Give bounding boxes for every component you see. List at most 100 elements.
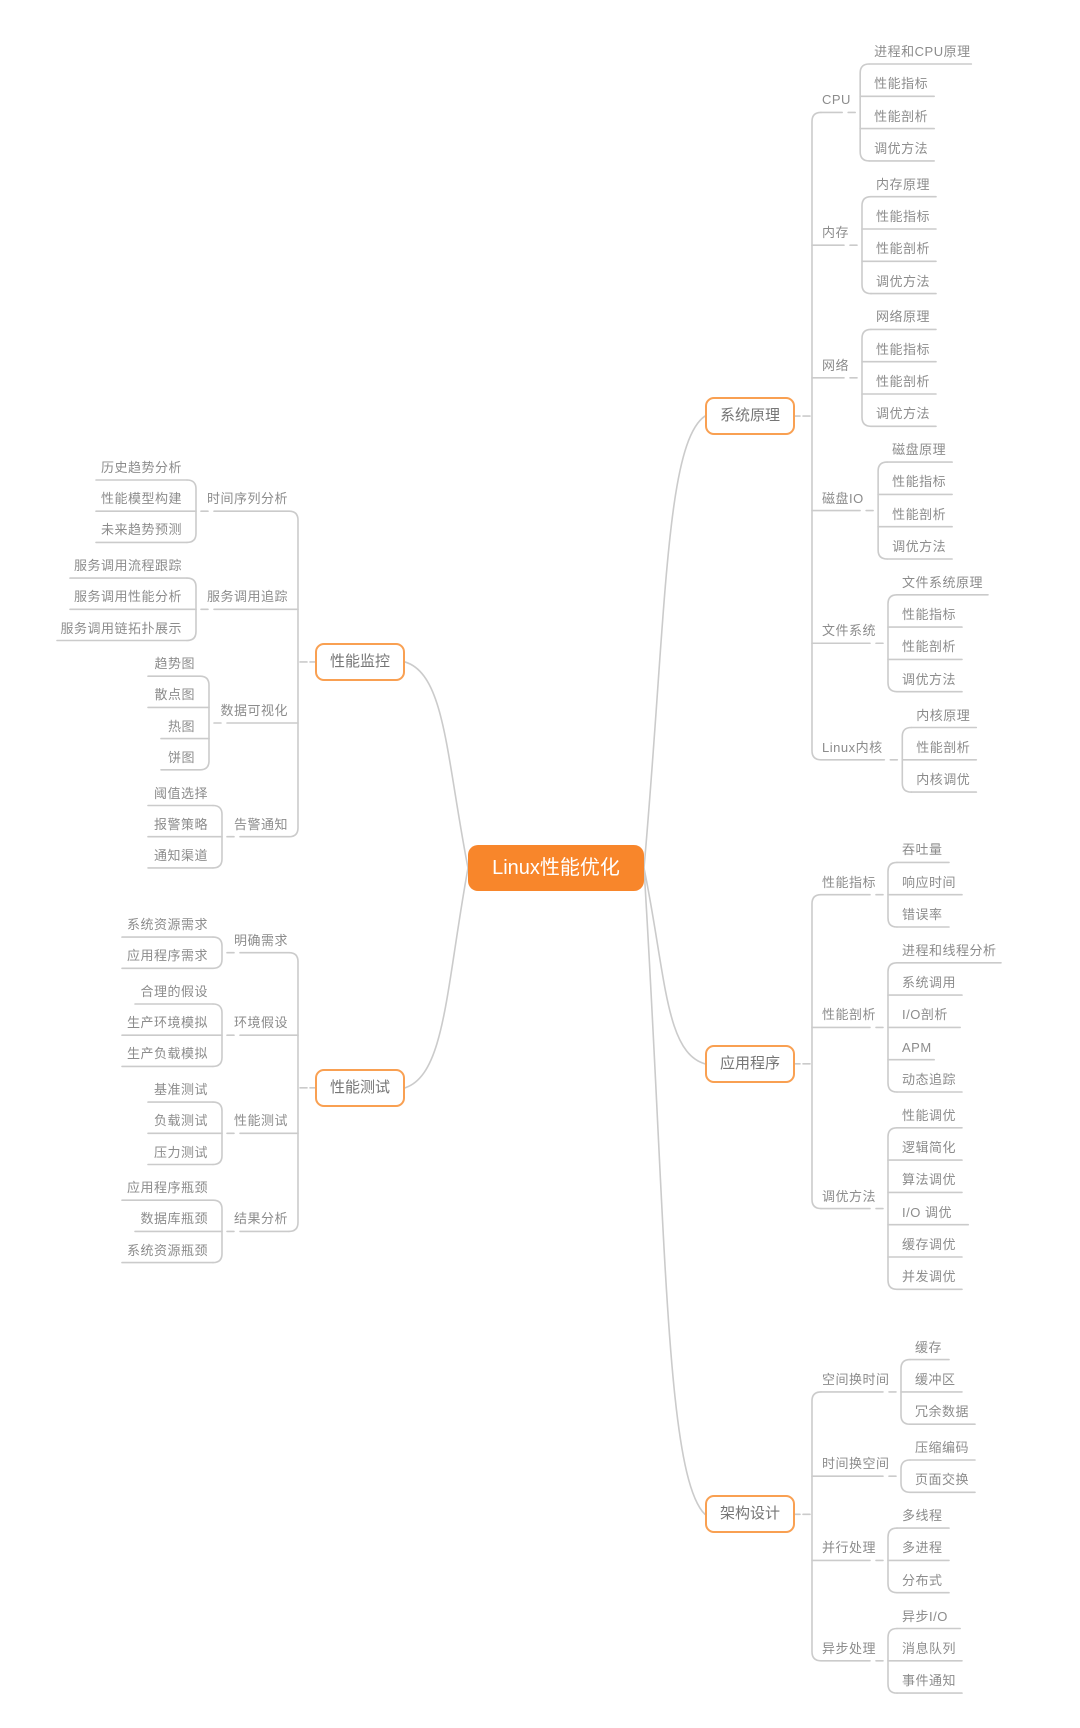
sub-topic[interactable]: 时间换空间 <box>822 1456 890 1472</box>
leaf-topic[interactable]: I/O剖析 <box>902 1007 948 1023</box>
leaf-topic[interactable]: 缓冲区 <box>915 1371 956 1387</box>
leaf-topic[interactable]: 冗余数据 <box>915 1404 970 1420</box>
leaf-topic[interactable]: 饼图 <box>167 749 195 765</box>
leaf-topic[interactable]: 应用程序瓶颈 <box>126 1180 208 1196</box>
leaf-topic[interactable]: 阈值选择 <box>153 785 208 801</box>
sub-topic[interactable]: 磁盘IO <box>822 490 864 506</box>
leaf-topic[interactable]: 热图 <box>167 718 195 734</box>
leaf-topic[interactable]: 合理的假设 <box>140 984 208 999</box>
leaf-topic[interactable]: 服务调用链拓扑展示 <box>60 620 182 636</box>
leaf-topic[interactable]: 多进程 <box>902 1540 943 1556</box>
leaf-topic[interactable]: 性能指标 <box>902 607 957 623</box>
leaf-topic[interactable]: 性能指标 <box>876 209 931 224</box>
sub-topic[interactable]: 服务调用追踪 <box>206 589 288 605</box>
leaf-topic[interactable]: 报警策略 <box>153 816 208 832</box>
leaf-topic[interactable]: 性能指标 <box>876 341 931 357</box>
leaf-topic[interactable]: 压缩编码 <box>915 1440 970 1455</box>
leaf-topic[interactable]: 趋势图 <box>154 656 195 672</box>
leaf-topic[interactable]: 事件通知 <box>902 1673 957 1689</box>
leaf-topic[interactable]: 性能指标 <box>892 474 947 490</box>
leaf-topic[interactable]: 调优方法 <box>876 273 931 289</box>
sub-topic[interactable]: 数据可视化 <box>220 703 288 718</box>
leaf-topic[interactable]: 系统调用 <box>902 975 957 991</box>
central-topic[interactable]: Linux性能优化 <box>468 845 644 891</box>
leaf-topic[interactable]: 调优方法 <box>876 406 931 422</box>
leaf-topic[interactable]: 调优方法 <box>892 539 947 554</box>
leaf-topic[interactable]: 内核原理 <box>916 707 971 723</box>
leaf-topic[interactable]: 进程和线程分析 <box>902 942 997 958</box>
main-topic[interactable]: 性能监控 <box>315 642 405 681</box>
leaf-topic[interactable]: 性能剖析 <box>902 639 957 655</box>
sub-topic[interactable]: 文件系统 <box>822 623 877 639</box>
leaf-topic[interactable]: 错误率 <box>902 907 943 922</box>
sub-topic[interactable]: CPU <box>822 92 851 108</box>
leaf-topic[interactable]: 未来趋势预测 <box>100 522 182 538</box>
leaf-topic[interactable]: 吞吐量 <box>902 842 943 858</box>
leaf-topic[interactable]: 性能剖析 <box>892 506 947 522</box>
leaf-topic[interactable]: 算法调优 <box>902 1172 957 1188</box>
sub-topic[interactable]: 异步处理 <box>822 1640 877 1656</box>
leaf-topic[interactable]: 网络原理 <box>876 309 931 325</box>
sub-topic[interactable]: 调优方法 <box>822 1188 877 1204</box>
leaf-topic[interactable]: 应用程序需求 <box>126 948 208 964</box>
leaf-topic[interactable]: I/O 调优 <box>902 1204 952 1220</box>
leaf-topic[interactable]: 缓存 <box>915 1339 943 1355</box>
leaf-topic[interactable]: 内核调优 <box>916 772 971 788</box>
leaf-topic[interactable]: 数据库瓶颈 <box>140 1211 208 1227</box>
main-topic[interactable]: 性能测试 <box>315 1068 405 1107</box>
leaf-topic[interactable]: 性能剖析 <box>916 739 971 755</box>
leaf-topic[interactable]: 生产负载模拟 <box>126 1046 208 1062</box>
leaf-topic[interactable]: 缓存调优 <box>902 1237 957 1252</box>
leaf-topic[interactable]: 内存原理 <box>876 176 931 192</box>
leaf-topic[interactable]: 生产环境模拟 <box>126 1015 208 1031</box>
leaf-topic[interactable]: 磁盘原理 <box>892 442 947 458</box>
leaf-topic[interactable]: 负载测试 <box>153 1113 208 1129</box>
sub-topic[interactable]: 并行处理 <box>822 1540 877 1556</box>
leaf-topic[interactable]: 性能剖析 <box>876 241 931 257</box>
leaf-topic[interactable]: 逻辑简化 <box>902 1140 957 1156</box>
sub-topic[interactable]: 性能指标 <box>822 874 877 890</box>
leaf-topic[interactable]: 响应时间 <box>902 874 957 890</box>
sub-topic[interactable]: 性能剖析 <box>822 1007 877 1023</box>
sub-topic[interactable]: Linux内核 <box>822 739 883 755</box>
sub-topic[interactable]: 空间换时间 <box>822 1371 890 1387</box>
leaf-topic[interactable]: 系统资源需求 <box>126 917 208 933</box>
leaf-topic[interactable]: 调优方法 <box>902 671 957 687</box>
leaf-topic[interactable]: 服务调用性能分析 <box>73 589 182 605</box>
leaf-topic[interactable]: 性能剖析 <box>876 374 931 389</box>
leaf-topic[interactable]: 进程和CPU原理 <box>874 44 971 59</box>
leaf-topic[interactable]: 性能指标 <box>874 76 929 92</box>
main-topic[interactable]: 系统原理 <box>705 397 795 436</box>
main-topic[interactable]: 应用程序 <box>705 1044 795 1083</box>
sub-topic[interactable]: 时间序列分析 <box>206 491 288 507</box>
leaf-topic[interactable]: 分布式 <box>902 1572 943 1588</box>
sub-topic[interactable]: 明确需求 <box>233 932 288 948</box>
leaf-topic[interactable]: 并发调优 <box>902 1269 957 1285</box>
sub-topic[interactable]: 告警通知 <box>233 816 288 832</box>
leaf-topic[interactable]: 性能剖析 <box>874 108 929 124</box>
sub-topic[interactable]: 环境假设 <box>233 1015 288 1031</box>
leaf-topic[interactable]: 动态追踪 <box>902 1072 957 1087</box>
main-topic[interactable]: 架构设计 <box>705 1495 795 1534</box>
sub-topic[interactable]: 内存 <box>822 225 850 241</box>
leaf-topic[interactable]: 散点图 <box>154 687 195 703</box>
leaf-topic[interactable]: 通知渠道 <box>153 847 208 863</box>
leaf-topic[interactable]: 页面交换 <box>915 1472 970 1488</box>
leaf-topic[interactable]: 消息队列 <box>902 1640 957 1656</box>
leaf-topic[interactable]: 性能模型构建 <box>100 491 182 507</box>
leaf-topic[interactable]: APM <box>902 1039 932 1055</box>
leaf-topic[interactable]: 性能调优 <box>902 1107 957 1123</box>
leaf-topic[interactable]: 压力测试 <box>153 1144 208 1160</box>
leaf-topic[interactable]: 基准测试 <box>153 1082 208 1098</box>
leaf-topic[interactable]: 系统资源瓶颈 <box>126 1242 208 1258</box>
leaf-topic[interactable]: 文件系统原理 <box>902 574 984 590</box>
sub-topic[interactable]: 性能测试 <box>233 1113 288 1129</box>
sub-topic[interactable]: 网络 <box>822 357 850 373</box>
leaf-topic[interactable]: 异步I/O <box>902 1608 948 1624</box>
leaf-topic[interactable]: 历史趋势分析 <box>100 460 182 475</box>
leaf-topic[interactable]: 调优方法 <box>874 140 929 156</box>
sub-topic[interactable]: 结果分析 <box>233 1211 288 1227</box>
leaf-topic[interactable]: 服务调用流程跟踪 <box>73 558 182 574</box>
leaf-topic[interactable]: 多线程 <box>902 1508 943 1524</box>
